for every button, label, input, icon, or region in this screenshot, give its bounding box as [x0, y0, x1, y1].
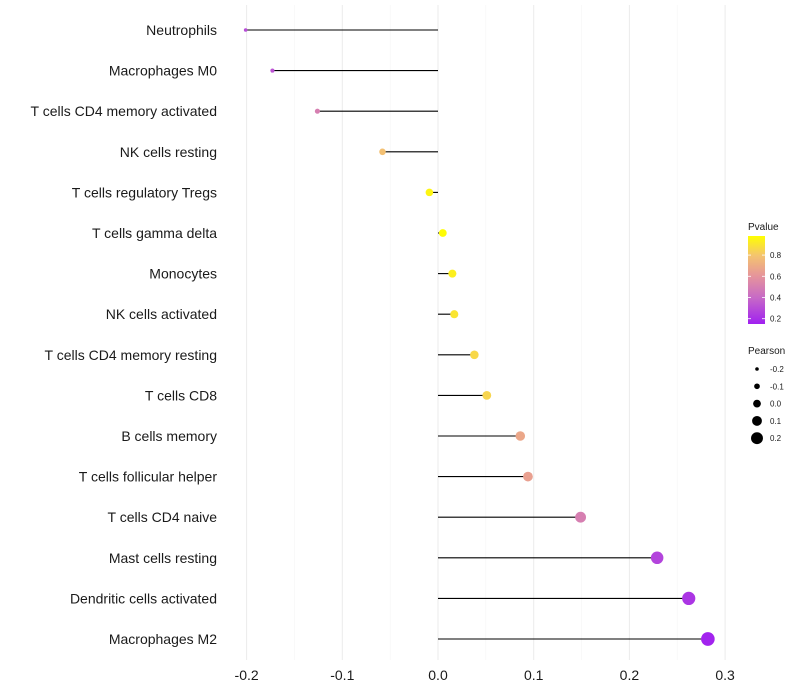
y-tick-label: Dendritic cells activated — [70, 590, 217, 606]
x-tick-label: -0.2 — [235, 667, 259, 683]
point — [482, 390, 492, 400]
stems — [245, 29, 708, 640]
size-legend-dot — [754, 383, 760, 390]
pvalue-legend: Pvalue 0.8 0.6 0.4 0.2 — [748, 222, 782, 324]
x-tick-label: -0.1 — [330, 667, 354, 683]
point — [438, 229, 447, 237]
point — [650, 551, 664, 565]
y-tick-label: Macrophages M2 — [109, 631, 217, 647]
point — [270, 68, 275, 73]
y-tick-label: Macrophages M0 — [109, 63, 217, 79]
size-legend-dot — [751, 432, 763, 445]
size-legend-dot — [755, 367, 759, 371]
colorbar-tick-label: 0.6 — [770, 272, 782, 281]
size-legend-label: 0.2 — [770, 434, 782, 443]
point — [701, 632, 715, 646]
y-tick-label: T cells regulatory Tregs — [72, 184, 217, 200]
size-legend-label: -0.2 — [770, 365, 784, 374]
point — [515, 431, 526, 441]
point — [523, 471, 533, 482]
size-legend-label: 0.1 — [770, 417, 782, 426]
pvalue-colorbar — [748, 236, 765, 324]
point — [314, 108, 320, 114]
y-tick-label: NK cells activated — [106, 306, 217, 322]
point — [425, 188, 434, 197]
y-tick-label: T cells follicular helper — [79, 469, 218, 485]
y-tick-label: T cells CD8 — [145, 387, 217, 403]
grid-lines — [246, 5, 726, 660]
y-tick-label: T cells CD4 memory resting — [45, 347, 217, 363]
colorbar-tick-label: 0.8 — [770, 251, 782, 260]
x-tick-label: 0.3 — [715, 667, 735, 683]
y-tick-label: T cells gamma delta — [92, 225, 217, 241]
x-axis-ticks: -0.2 -0.1 0.0 0.1 0.2 0.3 — [235, 667, 736, 683]
point — [575, 511, 587, 523]
point — [448, 269, 457, 278]
colorbar-tick-label: 0.2 — [770, 315, 782, 324]
pearson-legend: Pearson -0.2 -0.1 0.0 0.1 0.2 — [748, 346, 785, 445]
point — [682, 591, 696, 606]
y-tick-label: B cells memory — [121, 428, 217, 444]
point — [450, 310, 459, 319]
pearson-legend-title: Pearson — [748, 346, 785, 357]
point — [379, 148, 386, 156]
y-tick-label: Mast cells resting — [109, 550, 217, 566]
y-tick-label: T cells CD4 memory activated — [31, 103, 217, 119]
point — [243, 28, 248, 32]
x-tick-label: 0.2 — [620, 667, 640, 683]
y-tick-label: T cells CD4 naive — [108, 509, 218, 525]
y-tick-label: Monocytes — [149, 266, 217, 282]
y-tick-label: NK cells resting — [120, 144, 217, 160]
colorbar-tick-label: 0.4 — [770, 293, 782, 302]
x-tick-label: 0.1 — [524, 667, 544, 683]
point — [470, 350, 479, 360]
points — [243, 28, 715, 646]
size-legend-dot — [753, 399, 761, 408]
pvalue-legend-title: Pvalue — [748, 222, 779, 233]
y-tick-label: Neutrophils — [146, 22, 217, 38]
y-axis-labels: Neutrophils Macrophages M0 T cells CD4 mem… — [31, 22, 218, 647]
size-legend-label: 0.0 — [770, 400, 782, 409]
x-tick-label: 0.0 — [428, 667, 448, 683]
size-legend-dot — [752, 415, 762, 426]
size-legend-label: -0.1 — [770, 382, 784, 391]
